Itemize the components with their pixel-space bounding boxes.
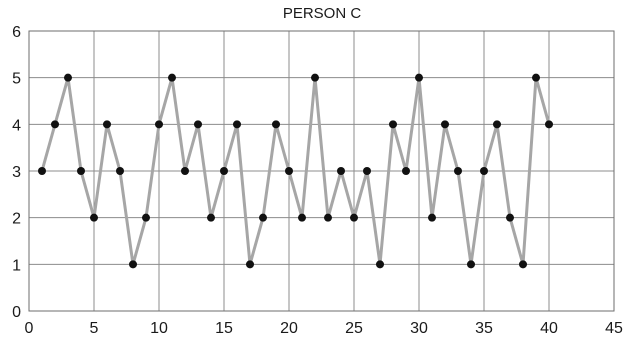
chart-title: PERSON C <box>283 5 362 22</box>
data-point <box>350 213 358 222</box>
y-tick-label: 4 <box>12 117 21 134</box>
data-point <box>77 167 85 175</box>
data-point <box>324 213 332 222</box>
data-point <box>402 167 410 175</box>
x-tick-label: 0 <box>25 320 34 337</box>
data-point <box>142 213 150 222</box>
x-tick-label: 25 <box>345 320 363 337</box>
x-tick-label: 5 <box>90 320 99 337</box>
data-point <box>272 120 280 129</box>
series-layer <box>38 73 553 269</box>
data-point <box>428 213 436 222</box>
y-tick-label: 5 <box>12 71 21 88</box>
data-point <box>311 73 319 82</box>
data-point <box>181 167 189 175</box>
data-point <box>285 167 293 175</box>
x-tick-label: 30 <box>410 320 428 337</box>
x-tick-label: 40 <box>540 320 558 337</box>
data-point <box>376 260 384 269</box>
y-tick-label: 1 <box>12 257 21 274</box>
data-point <box>480 167 488 175</box>
data-point <box>233 120 241 129</box>
data-point <box>194 120 202 129</box>
data-point <box>38 167 46 175</box>
y-tick-label: 3 <box>12 164 21 181</box>
data-point <box>532 73 540 82</box>
data-point <box>103 120 111 129</box>
y-tick-label: 6 <box>12 24 21 41</box>
data-point <box>506 213 514 222</box>
data-point <box>220 167 228 175</box>
data-point <box>467 260 475 269</box>
x-tick-label: 10 <box>150 320 168 337</box>
x-tick-label: 45 <box>605 320 623 337</box>
x-tick-label: 20 <box>280 320 298 337</box>
data-point <box>298 213 306 222</box>
plot-area-border <box>28 30 615 312</box>
data-point <box>454 167 462 175</box>
data-point <box>519 260 527 269</box>
data-point <box>129 260 137 269</box>
data-point <box>155 120 163 129</box>
data-point <box>363 167 371 175</box>
data-point <box>116 167 124 175</box>
series-line <box>40 76 551 266</box>
x-tick-label: 35 <box>475 320 493 337</box>
y-tick-label: 2 <box>12 211 21 228</box>
data-point <box>246 260 254 269</box>
data-point <box>259 213 267 222</box>
data-point <box>337 167 345 175</box>
data-point <box>51 120 59 129</box>
x-tick-label: 15 <box>215 320 233 337</box>
data-point <box>90 213 98 222</box>
data-point <box>493 120 501 129</box>
y-tick-label: 0 <box>12 304 21 321</box>
data-point <box>545 120 553 129</box>
data-point <box>207 213 215 222</box>
data-point <box>441 120 449 129</box>
data-point <box>168 73 176 82</box>
data-point <box>415 73 423 82</box>
data-point <box>389 120 397 129</box>
data-point <box>64 73 72 82</box>
